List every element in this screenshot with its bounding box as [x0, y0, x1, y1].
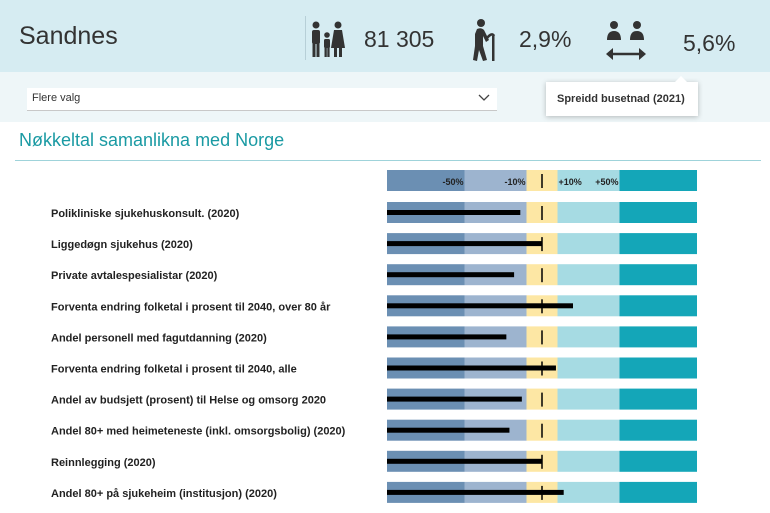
measure-bar: [387, 489, 564, 495]
header-banner: Sandnes 81 305 2,9% 5,6%: [0, 0, 770, 72]
row-label: Liggedøgn sjukehus (2020): [51, 239, 193, 251]
population-value: 81 305: [364, 26, 435, 52]
row-band: [557, 295, 620, 317]
row-band: [557, 326, 620, 348]
row-label: Polikliniske sjukehuskonsult. (2020): [51, 208, 240, 220]
elderly-person-icon: [473, 19, 496, 61]
row-band: [557, 357, 620, 379]
row-band: [619, 450, 697, 472]
measure-bar: [387, 458, 542, 464]
row-band: [619, 481, 697, 503]
scale-band-3: [557, 170, 620, 191]
row-band: [619, 202, 697, 223]
scale-label: +50%: [595, 177, 618, 187]
elderly-share-value: 2,9%: [519, 26, 572, 52]
measure-bar: [387, 427, 510, 433]
tooltip-text: Spreidd busetnad (2021): [557, 93, 685, 105]
measure-bar: [387, 365, 556, 371]
section-divider: [15, 160, 761, 161]
row-band: [619, 326, 697, 348]
scale-band-0: [387, 170, 465, 191]
spread-settlement-value: 5,6%: [683, 30, 736, 56]
section-title: Nøkkeltal samanlikna med Norge: [19, 130, 285, 150]
dropdown-label: Flere valg: [32, 92, 81, 104]
row-label: Private avtalespesialistar (2020): [51, 270, 218, 282]
row-band: [557, 233, 620, 255]
row-label: Andel 80+ med heimeteneste (inkl. omsorg…: [51, 426, 346, 438]
row-band: [557, 264, 620, 286]
more-options-dropdown[interactable]: Flere valg: [27, 88, 497, 111]
measure-bar: [387, 241, 542, 247]
row-label: Reinnlegging (2020): [51, 457, 156, 469]
row-band: [619, 264, 697, 286]
tooltip-arrow: [674, 76, 688, 83]
measure-bar: [387, 272, 515, 278]
measure-bar: [387, 210, 521, 215]
row-band: [557, 419, 620, 441]
row-band: [619, 295, 697, 317]
row-band: [619, 233, 697, 255]
family-icon: [312, 21, 345, 57]
row-label: Andel av budsjett (prosent) til Helse og…: [51, 395, 326, 407]
row-label: Forventa endring folketal i prosent til …: [51, 301, 331, 313]
scale-label: -50%: [442, 177, 463, 187]
header-divider: [305, 16, 306, 60]
tooltip: Spreidd busetnad (2021): [546, 76, 698, 116]
measure-bar: [387, 303, 573, 309]
row-band: [557, 388, 620, 410]
population-spread-icon: [606, 21, 646, 60]
row-label: Andel 80+ på sjukeheim (institusjon) (20…: [51, 488, 277, 500]
row-band: [557, 202, 620, 223]
row-band: [619, 388, 697, 410]
row-label: Andel personell med fagutdanning (2020): [51, 332, 267, 344]
row-band: [619, 419, 697, 441]
row-band: [557, 481, 620, 503]
scale-band-4: [619, 170, 697, 191]
scale-label: +10%: [559, 177, 582, 187]
scale-band-1: [464, 170, 527, 191]
row-band: [619, 357, 697, 379]
measure-bar: [387, 334, 507, 340]
municipality-title: Sandnes: [19, 22, 118, 50]
chevron-down-icon: [478, 94, 490, 101]
row-band: [557, 450, 620, 472]
scale-label: -10%: [504, 177, 525, 187]
row-label: Forventa endring folketal i prosent til …: [51, 364, 297, 376]
measure-bar: [387, 396, 522, 402]
